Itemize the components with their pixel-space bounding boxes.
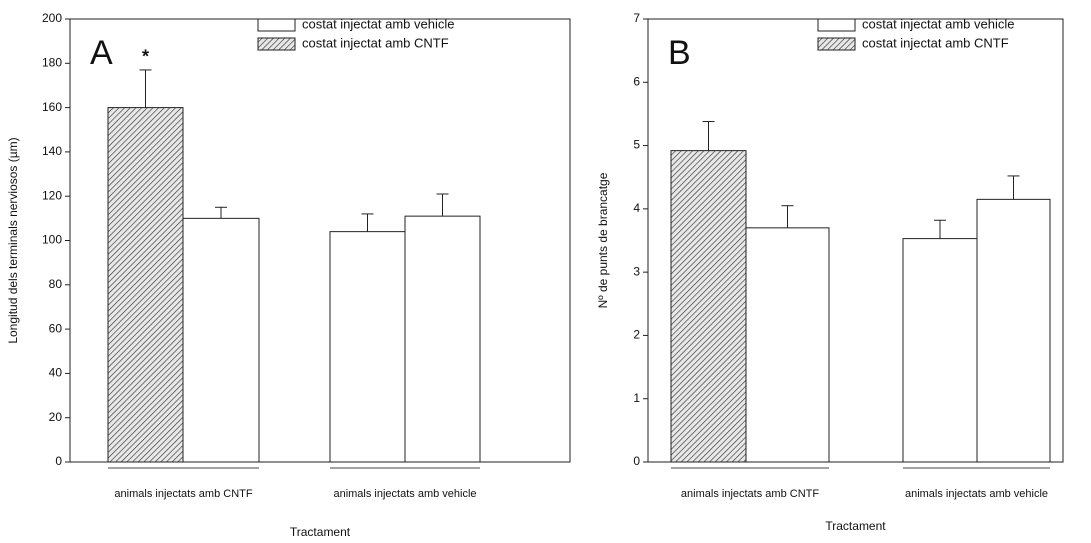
y-tick-label: 20 [49,410,63,424]
y-tick-label: 180 [42,55,62,69]
y-axis-label: Longitud dels terminals nerviosos (µm) [6,137,20,343]
bar [404,215,481,463]
y-tick-label: 1 [633,391,640,405]
legend-swatch [817,37,856,51]
bar [745,227,830,463]
bar [107,107,184,463]
x-tick-label: animals injectats amb vehicle [905,488,1048,500]
bar [670,150,747,463]
bar [329,231,406,463]
y-axis-label: Nº de punts de brancatge [596,172,610,308]
x-tick-label: animals injectats amb CNTF [114,488,252,500]
legend-label: costat injectat amb vehicle [862,16,1014,31]
y-tick-label: 0 [633,454,640,468]
y-tick-label: 7 [633,11,640,25]
x-tick-label: animals injectats amb vehicle [333,488,476,500]
legend-label: costat injectat amb CNTF [302,35,449,50]
y-tick-label: 100 [42,233,62,247]
y-tick-label: 80 [49,277,63,291]
y-tick-label: 40 [49,366,63,380]
bar [182,217,260,463]
y-tick-label: 5 [633,138,640,152]
legend-label: costat injectat amb vehicle [302,16,454,31]
y-tick-label: 60 [49,321,63,335]
y-tick-label: 0 [55,454,62,468]
x-axis-label: Tractament [825,519,886,533]
y-tick-label: 200 [42,11,62,25]
bar [902,238,978,463]
panel-label: A [90,34,113,72]
y-tick-label: 120 [42,188,62,202]
y-tick-label: 4 [633,201,640,215]
legend-swatch [257,18,296,32]
y-tick-label: 6 [633,74,640,88]
legend-swatch [257,37,296,51]
legend-label: costat injectat amb CNTF [862,35,1009,50]
annotation: * [142,47,149,67]
y-tick-label: 3 [633,264,640,278]
legend-swatch [817,18,856,32]
bar [976,198,1051,463]
y-tick-label: 160 [42,100,62,114]
x-tick-label: animals injectats amb CNTF [681,488,819,500]
y-tick-label: 2 [633,328,640,342]
x-axis-label: Tractament [290,525,351,539]
y-tick-label: 140 [42,144,62,158]
panel-label: B [668,34,691,72]
